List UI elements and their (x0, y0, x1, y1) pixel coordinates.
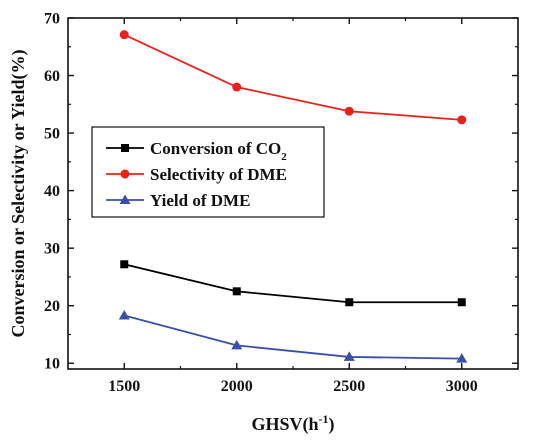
y-axis-title: Conversion or Selectivity or Yield(%) (8, 50, 29, 338)
data-point (345, 298, 354, 307)
legend-swatch-marker (120, 169, 130, 179)
axis-titles: GHSV(h-1) Conversion or Selectivity or Yi… (8, 50, 335, 435)
data-point (457, 115, 467, 125)
data-point (456, 353, 468, 363)
legend-swatch-marker (121, 144, 129, 152)
series-line (123, 33, 462, 121)
series-line (124, 314, 462, 360)
series-1 (119, 30, 467, 125)
data-point (120, 260, 129, 269)
series-2 (118, 309, 468, 363)
x-tick-label: 2000 (221, 378, 253, 395)
data-point (457, 298, 466, 307)
data-point (232, 82, 242, 92)
series-line (124, 263, 462, 304)
y-tick-label: 70 (44, 11, 60, 28)
series-group (118, 30, 468, 363)
y-tick-label: 20 (44, 298, 60, 315)
data-point (118, 309, 130, 320)
data-point (344, 106, 354, 116)
series-0 (120, 260, 466, 307)
data-point (231, 339, 243, 350)
y-tick-label: 30 (44, 241, 60, 258)
y-tick-label: 40 (44, 183, 60, 200)
legend-item: Yield of DME (106, 191, 250, 210)
legend-box (91, 126, 325, 218)
data-point (119, 30, 129, 40)
data-point (343, 351, 355, 361)
x-tick-label: 1500 (108, 378, 140, 395)
y-tick-label: 60 (44, 68, 60, 85)
legend-item: Selectivity of DME (106, 165, 287, 184)
y-tick-label: 50 (44, 126, 60, 143)
legend-swatch-marker (119, 194, 131, 204)
legend-label: Selectivity of DME (150, 165, 287, 184)
y-tick-label: 10 (44, 356, 60, 373)
axis-ticks: 10 20 30 40 50 60 70 1500 2000 2500 3000 (44, 11, 518, 395)
x-tick-label: 3000 (446, 378, 478, 395)
x-tick-label: 2500 (333, 378, 365, 395)
x-axis-title: GHSV(h-1) (251, 412, 334, 435)
data-point (232, 287, 241, 296)
legend-label: Yield of DME (150, 191, 250, 210)
